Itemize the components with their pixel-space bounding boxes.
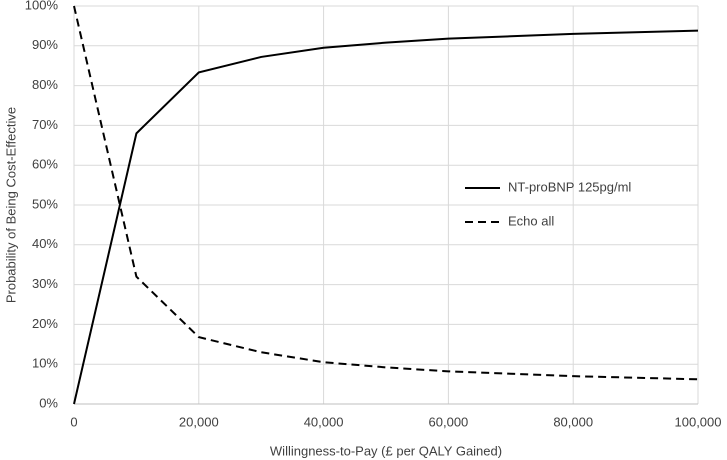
legend-label: NT-proBNP 125pg/ml: [508, 179, 631, 194]
y-axis-label: Probability of Being Cost-Effective: [3, 107, 18, 303]
y-tick-label: 100%: [25, 0, 59, 12]
series-line: [73, 29, 699, 405]
y-tick-label: 10%: [32, 356, 58, 371]
y-tick-label: 60%: [32, 157, 58, 172]
x-tick-label: 60,000: [429, 414, 469, 429]
x-tick-label: 100,000: [675, 414, 722, 429]
y-tick-label: 80%: [32, 77, 58, 92]
x-tick-label: 0: [70, 414, 77, 429]
y-tick-label: 20%: [32, 316, 58, 331]
y-tick-label: 90%: [32, 37, 58, 52]
y-tick-label: 50%: [32, 196, 58, 211]
y-tick-label: 30%: [32, 276, 58, 291]
y-tick-label: 0%: [39, 395, 58, 410]
x-tick-label: 40,000: [304, 414, 344, 429]
y-tick-label: 40%: [32, 236, 58, 251]
x-axis-label: Willingness-to-Pay (£ per QALY Gained): [270, 443, 502, 458]
y-tick-label: 70%: [32, 117, 58, 132]
x-tick-label: 20,000: [179, 414, 219, 429]
x-tick-label: 80,000: [553, 414, 593, 429]
legend-label: Echo all: [508, 213, 554, 228]
